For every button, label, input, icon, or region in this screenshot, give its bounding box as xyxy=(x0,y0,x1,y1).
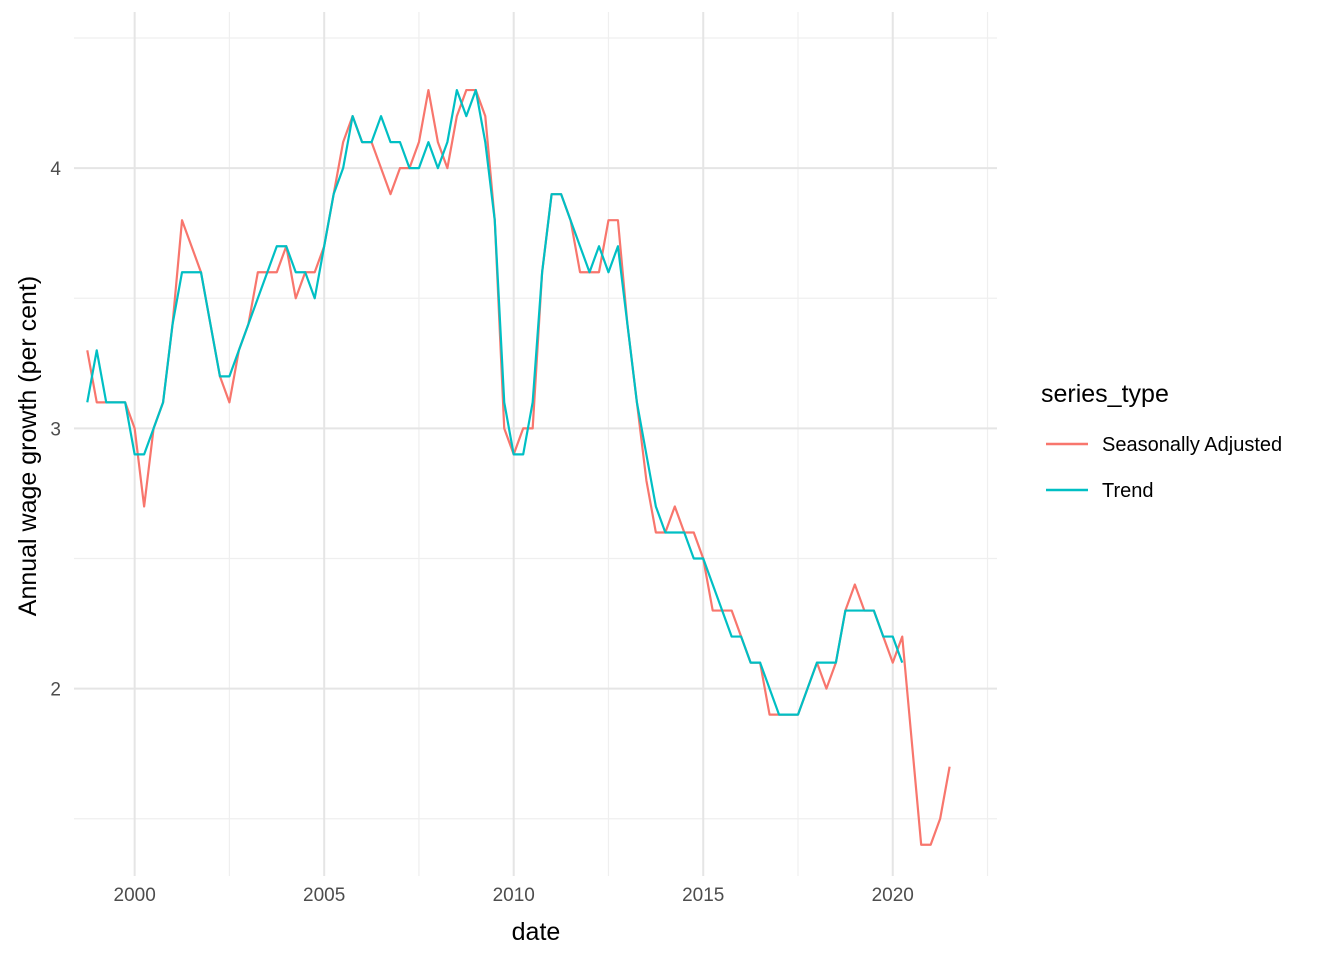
x-tick-label: 2000 xyxy=(114,885,156,906)
legend-item-trend: Trend xyxy=(1046,480,1154,502)
x-tick-label: 2005 xyxy=(303,885,345,906)
y-axis-title: Annual wage growth (per cent) xyxy=(14,276,42,616)
y-tick-label: 4 xyxy=(50,159,61,180)
x-axis-title: date xyxy=(512,918,561,946)
series-layer xyxy=(86,88,951,846)
series-line-trend xyxy=(86,88,904,716)
minor-gridlines-y xyxy=(74,37,997,820)
legend-item-seasonally-adjusted: Seasonally Adjusted xyxy=(1046,434,1282,456)
legend: series_type Seasonally Adjusted Trend xyxy=(1041,380,1282,502)
y-axis-tick-labels: 2 3 4 xyxy=(50,159,61,700)
x-tick-label: 2010 xyxy=(493,885,535,906)
major-gridlines-y xyxy=(74,167,997,690)
x-axis-tick-labels: 2000 2005 2010 2015 2020 xyxy=(114,885,914,906)
legend-title: series_type xyxy=(1041,380,1169,408)
legend-label-seasonally-adjusted: Seasonally Adjusted xyxy=(1102,434,1282,456)
major-gridlines-x xyxy=(133,12,894,876)
y-tick-label: 2 xyxy=(50,680,61,701)
legend-label-trend: Trend xyxy=(1102,480,1154,502)
x-tick-label: 2015 xyxy=(682,885,724,906)
y-tick-label: 3 xyxy=(50,419,61,440)
series-line-seasonally-adjusted xyxy=(86,88,951,846)
x-tick-label: 2020 xyxy=(872,885,914,906)
minor-gridlines-x xyxy=(228,12,989,876)
